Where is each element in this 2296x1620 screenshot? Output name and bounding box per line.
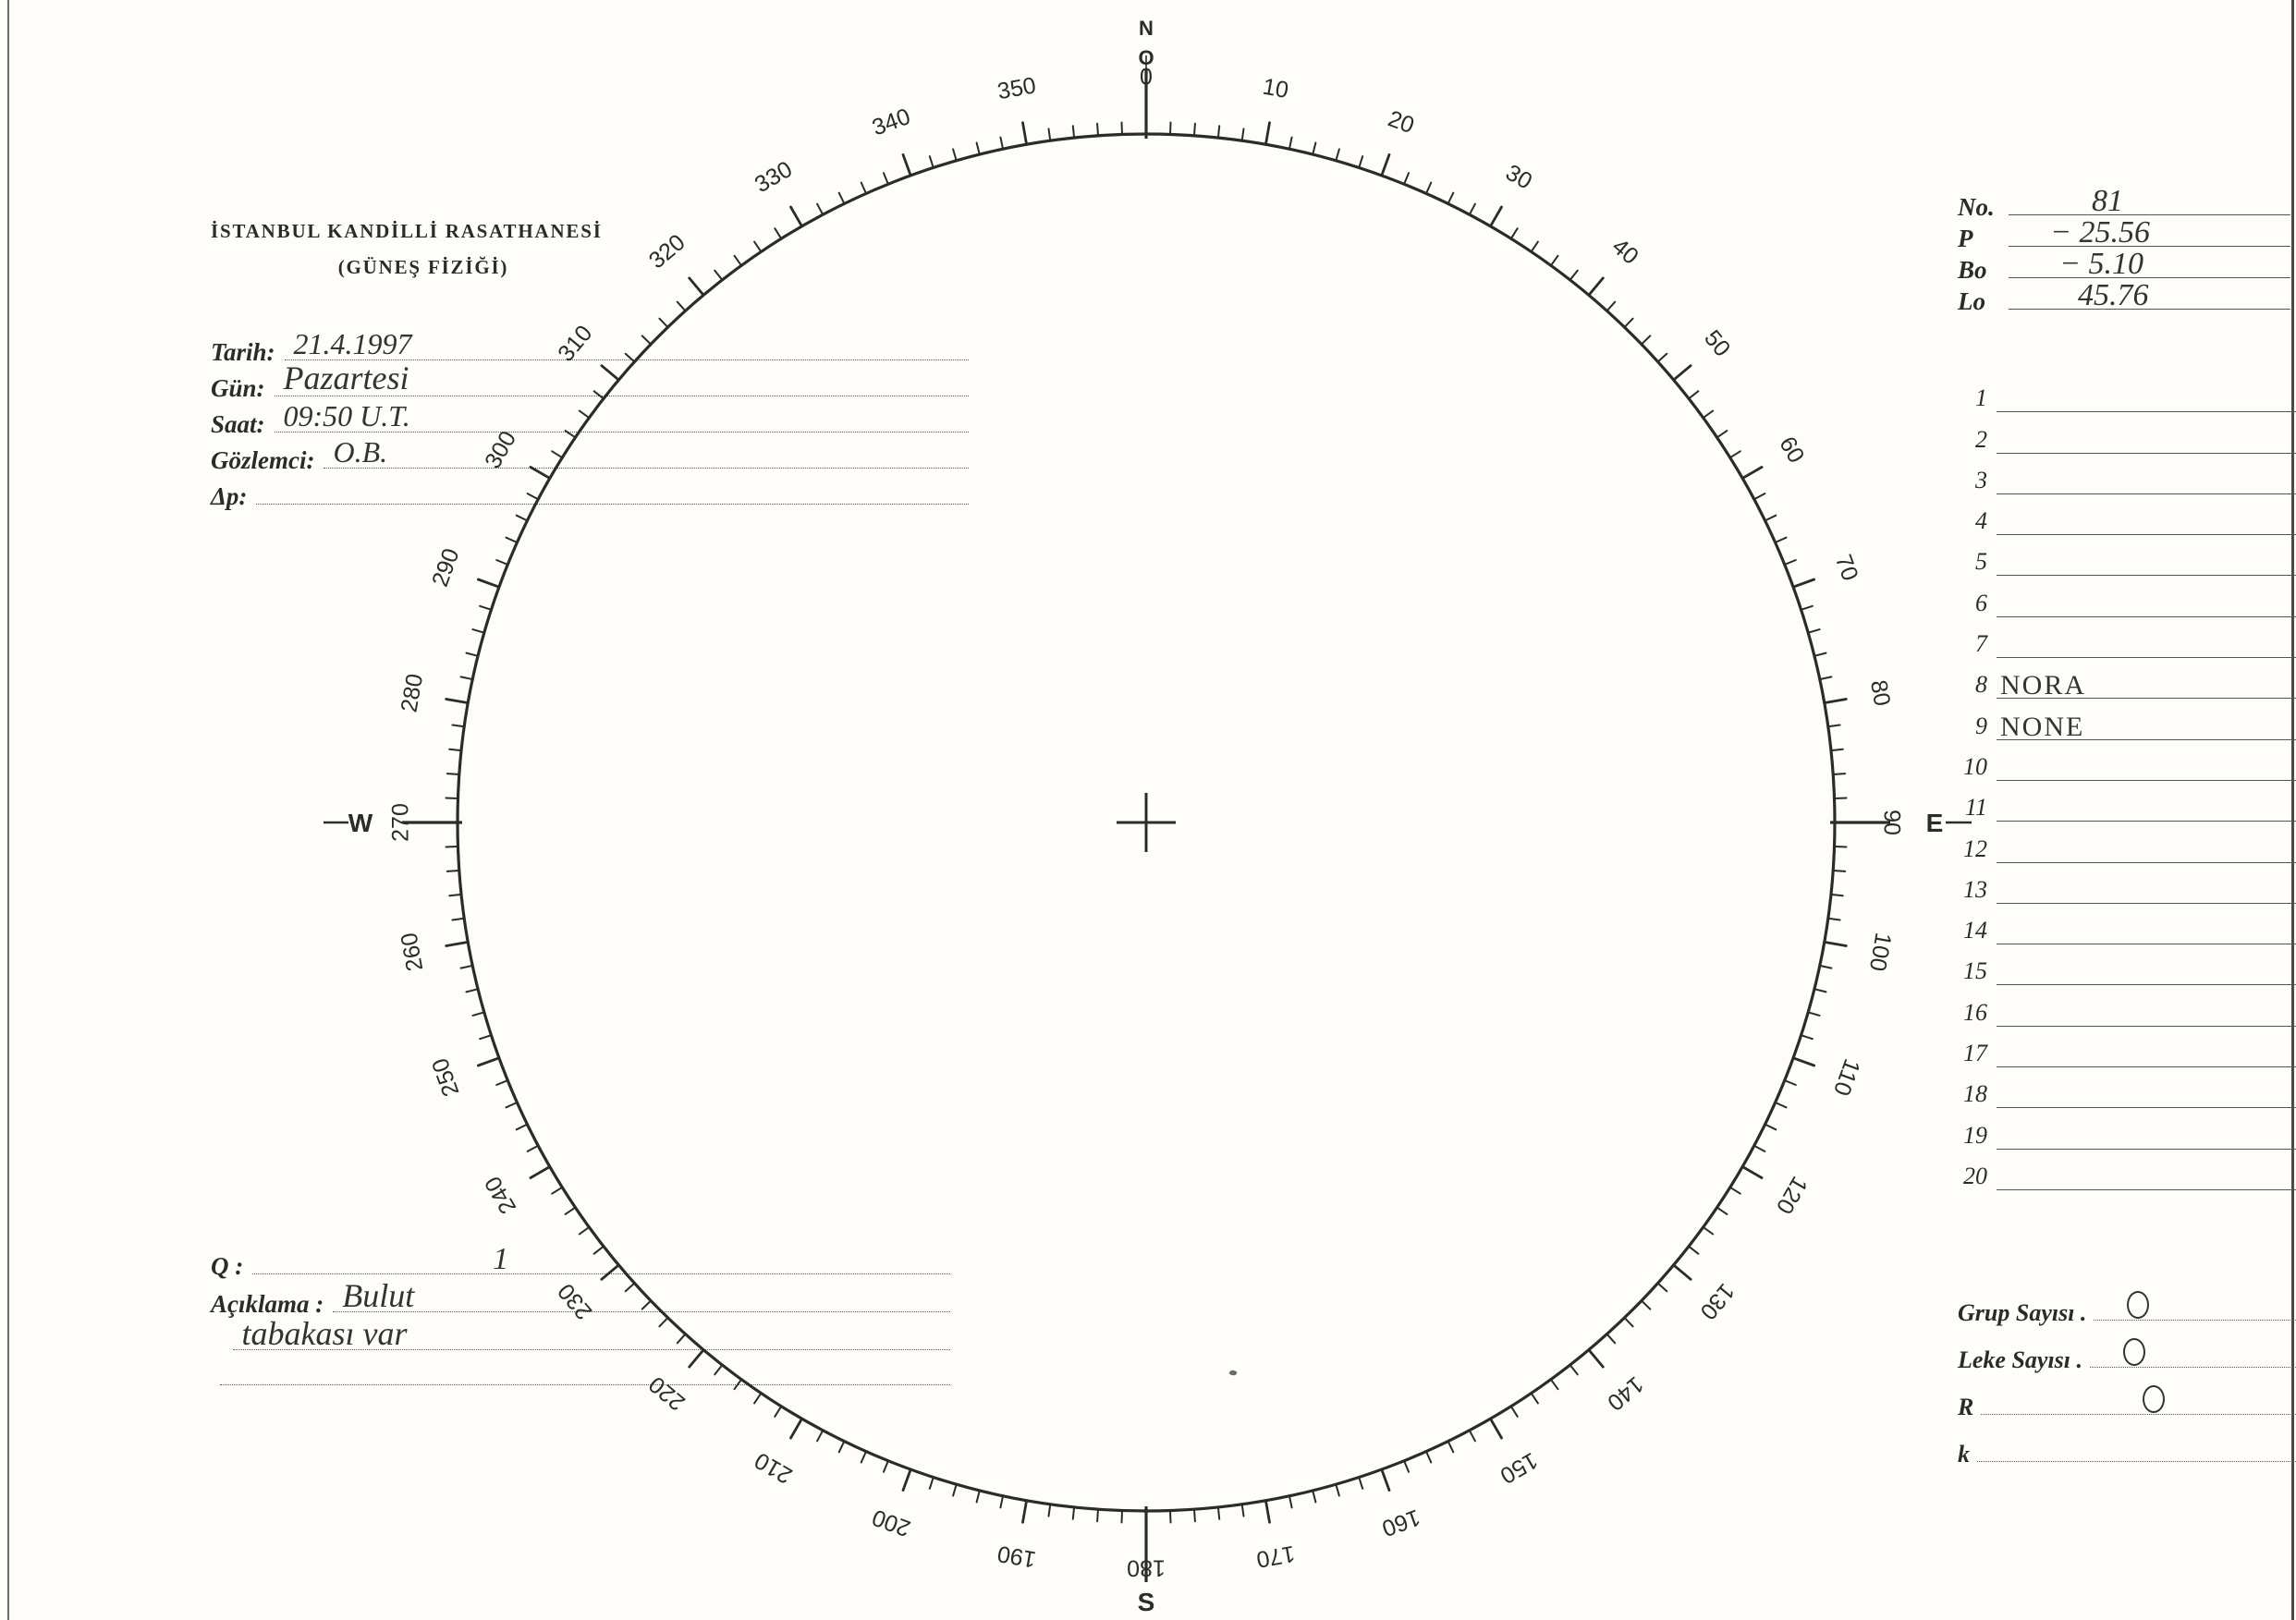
svg-text:280: 280 xyxy=(396,672,428,714)
svg-text:170: 170 xyxy=(1254,1541,1297,1573)
svg-text:80: 80 xyxy=(1865,678,1895,708)
svg-text:140: 140 xyxy=(1602,1371,1648,1416)
svg-text:E: E xyxy=(1926,809,1944,837)
svg-text:O: O xyxy=(1138,46,1154,69)
svg-text:200: 200 xyxy=(869,1504,914,1542)
svg-text:230: 230 xyxy=(553,1278,597,1324)
svg-text:W: W xyxy=(348,809,373,837)
svg-text:N: N xyxy=(1139,17,1154,40)
svg-text:110: 110 xyxy=(1828,1055,1865,1099)
svg-text:40: 40 xyxy=(1607,234,1643,270)
svg-text:60: 60 xyxy=(1774,432,1809,468)
svg-text:300: 300 xyxy=(480,427,521,473)
svg-text:190: 190 xyxy=(995,1541,1038,1573)
svg-text:100: 100 xyxy=(1864,931,1897,973)
svg-text:240: 240 xyxy=(480,1172,521,1218)
svg-text:320: 320 xyxy=(644,229,690,274)
svg-text:210: 210 xyxy=(751,1447,797,1489)
svg-text:30: 30 xyxy=(1501,160,1536,195)
svg-text:350: 350 xyxy=(995,72,1038,104)
svg-text:160: 160 xyxy=(1378,1504,1423,1542)
svg-text:310: 310 xyxy=(553,321,597,367)
svg-text:20: 20 xyxy=(1385,105,1418,139)
svg-text:10: 10 xyxy=(1261,74,1290,104)
svg-text:330: 330 xyxy=(751,156,797,198)
svg-text:260: 260 xyxy=(396,931,428,973)
svg-text:220: 220 xyxy=(644,1371,690,1416)
svg-text:150: 150 xyxy=(1496,1447,1542,1489)
svg-text:290: 290 xyxy=(427,545,465,591)
svg-text:120: 120 xyxy=(1771,1172,1813,1218)
svg-text:250: 250 xyxy=(427,1054,465,1100)
svg-text:130: 130 xyxy=(1695,1278,1740,1324)
svg-text:70: 70 xyxy=(1830,551,1863,584)
svg-text:S: S xyxy=(1138,1588,1155,1616)
svg-text:340: 340 xyxy=(869,104,914,141)
svg-text:50: 50 xyxy=(1699,325,1735,361)
